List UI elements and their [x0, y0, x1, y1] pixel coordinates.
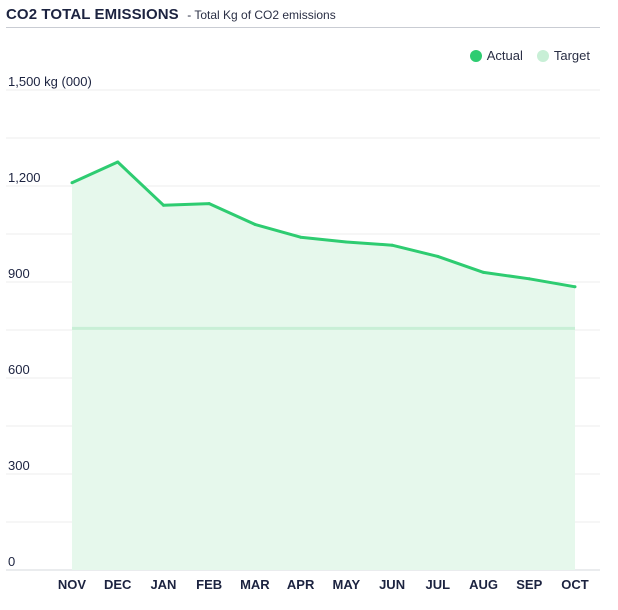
actual-point	[573, 285, 577, 289]
x-tick-label: JUL	[426, 577, 451, 592]
actual-point	[116, 160, 120, 164]
actual-point	[344, 240, 348, 244]
actual-point	[161, 203, 165, 207]
actual-line	[71, 160, 576, 289]
x-tick-label: OCT	[561, 577, 589, 592]
area-layer	[72, 162, 575, 570]
y-tick-label: 0	[8, 554, 15, 569]
x-tick-label: DEC	[104, 577, 132, 592]
legend-swatch-target	[536, 49, 549, 62]
x-tick-label: APR	[287, 577, 315, 592]
legend-item-target[interactable]: Target	[536, 48, 590, 63]
actual-point	[207, 202, 211, 206]
actual-point	[436, 254, 440, 258]
x-axis: NOV DEC JAN FEB MAR APR MAY JUN JUL AUG SEP OCT	[58, 577, 589, 592]
x-tick-label: AUG	[469, 577, 498, 592]
line-layer	[70, 160, 577, 330]
x-tick-label: JAN	[150, 577, 176, 592]
actual-point	[253, 222, 257, 226]
legend-item-actual[interactable]: Actual	[469, 48, 523, 63]
y-tick-label: 300	[8, 458, 30, 473]
actual-point	[390, 243, 394, 247]
y-tick-label: 1,200	[8, 170, 41, 185]
legend-label-actual: Actual	[486, 48, 523, 63]
y-unit-label: 1,500 kg (000)	[8, 74, 92, 89]
x-tick-label: JUN	[379, 577, 405, 592]
x-tick-label: MAY	[333, 577, 361, 592]
actual-point	[482, 270, 486, 274]
y-tick-label: 600	[8, 362, 30, 377]
x-tick-label: FEB	[196, 577, 222, 592]
y-tick-label: 900	[8, 266, 30, 281]
chart-title: CO2 TOTAL EMISSIONS	[6, 6, 179, 23]
chart-header: CO2 TOTAL EMISSIONS - Total Kg of CO2 em…	[6, 6, 600, 28]
chart-subtitle: - Total Kg of CO2 emissions	[187, 8, 336, 22]
actual-point	[299, 235, 303, 239]
actual-point	[70, 181, 74, 185]
actual-area	[72, 162, 575, 570]
chart-legend: Actual Target	[469, 48, 590, 63]
x-tick-label: NOV	[58, 577, 87, 592]
x-tick-label: MAR	[240, 577, 270, 592]
legend-label-target: Target	[553, 48, 590, 63]
actual-point	[527, 277, 531, 281]
legend-swatch-actual	[469, 49, 482, 62]
y-axis: 0 300 600 900 1,200 1,500 kg (000)	[8, 74, 92, 569]
x-tick-label: SEP	[516, 577, 542, 592]
